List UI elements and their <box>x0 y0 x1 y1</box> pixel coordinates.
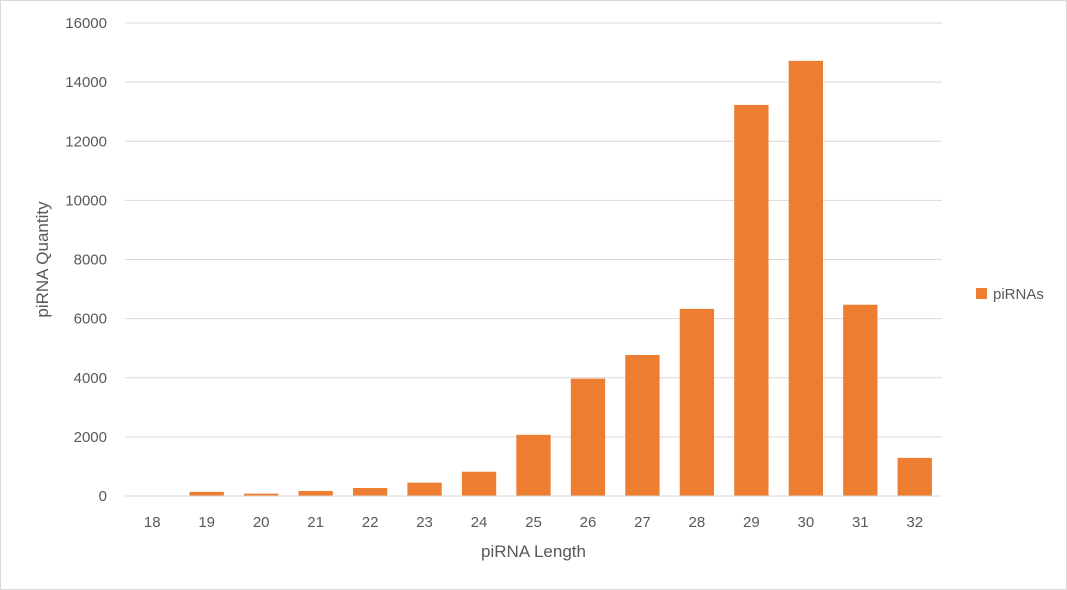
x-axis-title: piRNA Length <box>481 542 586 561</box>
bar-22 <box>352 488 388 496</box>
x-tick-label: 20 <box>253 514 270 531</box>
bar-30 <box>788 60 823 497</box>
bar-28 <box>679 308 715 496</box>
x-tick-label: 21 <box>307 514 324 531</box>
x-tick-label: 22 <box>362 514 379 531</box>
y-tick-label: 4000 <box>74 370 107 387</box>
y-tick-label: 16000 <box>65 15 107 32</box>
y-tick-label: 0 <box>99 488 107 505</box>
x-tick-label: 26 <box>580 514 597 531</box>
x-tick-label: 23 <box>416 514 433 531</box>
bar-26 <box>570 378 606 496</box>
legend-label: piRNAs <box>993 286 1044 303</box>
x-tick-label: 28 <box>689 514 706 531</box>
y-tick-label: 10000 <box>65 192 107 209</box>
bar-29 <box>734 104 769 496</box>
x-tick-label: 18 <box>144 514 161 531</box>
y-tick-labels: 0 2000 4000 6000 8000 10000 12000 14000 16000 <box>65 15 107 505</box>
x-tick-label: 24 <box>471 514 488 531</box>
x-tick-label: 31 <box>852 514 869 531</box>
bar-27 <box>625 354 660 496</box>
bar-21 <box>298 490 333 496</box>
bar-23 <box>407 482 442 496</box>
legend: piRNAs <box>976 286 1044 303</box>
x-tick-label: 19 <box>198 514 215 531</box>
x-tick-label: 32 <box>906 514 923 531</box>
y-tick-label: 8000 <box>74 252 107 269</box>
x-tick-label: 30 <box>797 514 814 531</box>
y-tick-label: 14000 <box>65 74 107 91</box>
x-tick-label: 29 <box>743 514 760 531</box>
bar-25 <box>516 434 551 496</box>
y-axis-title: piRNA Quantity <box>33 201 52 318</box>
x-tick-labels: 18 19 20 21 22 23 24 25 26 27 28 29 30 31 32 <box>144 514 923 531</box>
bars <box>135 60 932 497</box>
y-tick-label: 12000 <box>65 133 107 150</box>
bar-24 <box>461 471 497 496</box>
bar-20 <box>244 493 279 496</box>
x-tick-label: 25 <box>525 514 542 531</box>
legend-swatch <box>976 288 987 299</box>
bar-31 <box>843 304 878 496</box>
bar-32 <box>897 457 932 496</box>
bar-19 <box>189 491 224 496</box>
y-tick-label: 2000 <box>74 429 107 446</box>
x-tick-label: 27 <box>634 514 651 531</box>
y-tick-label: 6000 <box>74 311 107 328</box>
